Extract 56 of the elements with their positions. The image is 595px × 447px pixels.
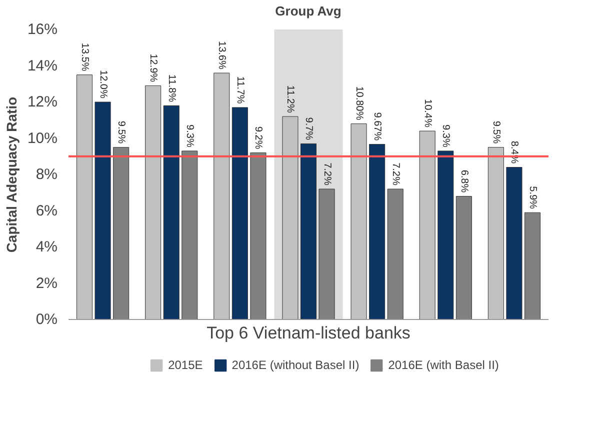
legend-label: 2016E (without Basel II): [232, 358, 360, 372]
data-label: 7.2%: [321, 162, 332, 186]
bar: [250, 152, 266, 320]
bar: [94, 102, 111, 320]
bar: [318, 188, 335, 320]
data-label: 6.8%: [458, 170, 470, 193]
bar: [163, 105, 180, 320]
legend-label: 2015E: [168, 358, 203, 372]
data-label: 13.5%: [79, 42, 90, 72]
bar: [232, 107, 248, 320]
x-tick-label: Group Avg: [275, 4, 342, 18]
data-label: 5.9%: [527, 186, 538, 210]
data-label: 7.2%: [390, 162, 401, 186]
x-axis-title: Top 6 Vietnam-listed banks: [206, 324, 410, 342]
y-tick-label: 4%: [36, 238, 58, 256]
bar: [300, 143, 317, 320]
bar: [369, 144, 386, 320]
bar: [488, 147, 504, 320]
y-tick-label: 12%: [27, 94, 58, 110]
bar: [419, 130, 436, 320]
bar: [350, 124, 367, 320]
data-label: 10.80%: [353, 86, 364, 120]
data-label: 9.67%: [372, 112, 383, 141]
y-axis-title: Capital Adequacy Ratio: [3, 96, 20, 253]
data-label: 9.2%: [252, 126, 264, 150]
y-tick-label: 0%: [36, 311, 58, 328]
data-label: 12.9%: [148, 54, 159, 82]
y-tick-label: 10%: [27, 130, 58, 147]
bar: [387, 188, 404, 320]
bar: [145, 85, 162, 320]
bar: [456, 196, 472, 320]
data-label: 11.8%: [166, 74, 177, 102]
data-label: 13.6%: [216, 41, 228, 70]
bar: [282, 116, 298, 320]
data-label: 9.3%: [184, 124, 196, 148]
bar: [76, 74, 93, 320]
bar: [113, 147, 130, 320]
data-label: 9.5%: [116, 120, 127, 144]
bar: [182, 150, 198, 320]
data-label: 10.4%: [422, 99, 433, 128]
data-label: 11.2%: [284, 85, 296, 113]
y-tick-label: 2%: [36, 274, 58, 292]
y-tick-label: 6%: [36, 202, 58, 220]
bar: [524, 212, 541, 320]
data-label: 12.0%: [97, 70, 108, 98]
bar: [506, 167, 522, 320]
bar: [214, 72, 230, 320]
legend-label: 2016E (with Basel II): [388, 358, 499, 372]
y-tick-label: 16%: [27, 21, 58, 38]
y-tick-label: 8%: [36, 166, 58, 183]
data-label: 9.7%: [303, 117, 314, 140]
bar: [438, 150, 454, 320]
data-label: 9.3%: [440, 124, 452, 148]
data-label: 9.5%: [490, 120, 502, 144]
data-label: 11.7%: [234, 76, 246, 104]
y-tick-label: 14%: [27, 57, 58, 74]
